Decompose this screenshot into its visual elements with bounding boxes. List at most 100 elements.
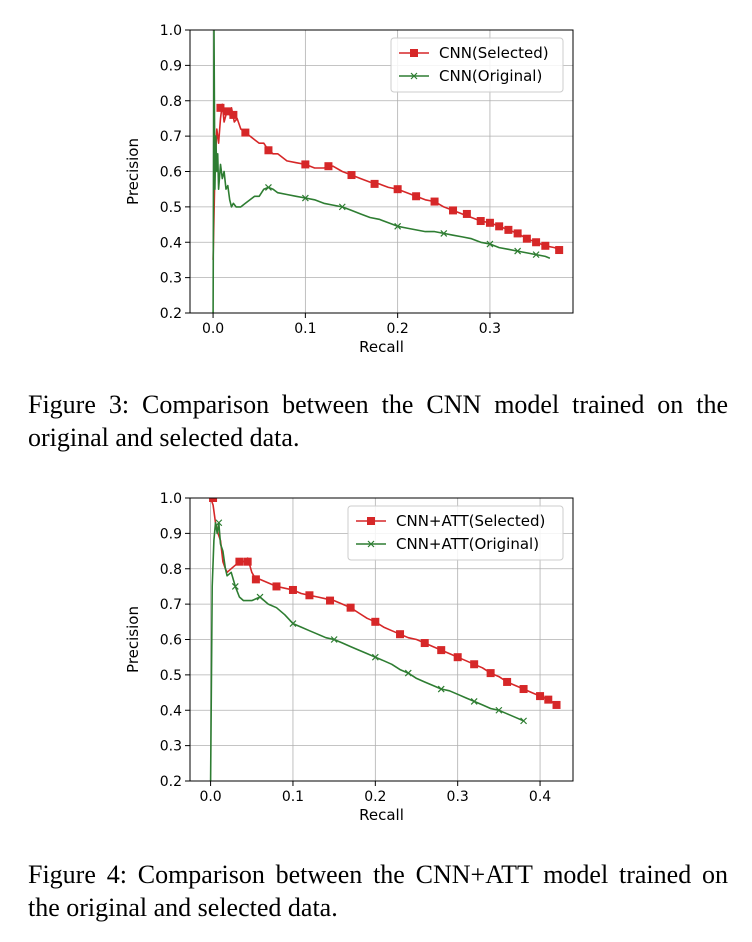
- chart2-series-0-line: [209, 498, 557, 706]
- chart1-series-0-marker-16: [495, 222, 504, 231]
- chart2-series-0-marker-12: [437, 646, 446, 655]
- chart2-ylabel: Precision: [124, 606, 142, 673]
- chart1-series-0-marker-21: [541, 241, 550, 250]
- chart1-ytick-label-0: 0.2: [160, 306, 182, 322]
- figure-3-svg: 0.0 0.1 0.2 0.3 0.2 0.3 0.4 0.5 0.6 0.7 0.8 0.9 1.0 R…: [124, 23, 574, 356]
- chart1-series-1-marker-4: [440, 229, 448, 237]
- chart2-legend-label-0: CNN+ATT(Selected): [396, 512, 545, 530]
- figure-4-caption: Figure 4: Comparison between the CNN+ATT…: [28, 860, 728, 922]
- chart1-ytick-label-4: 0.6: [160, 165, 182, 181]
- chart2-series-0-marker-3: [251, 575, 260, 584]
- chart2-series-1-marker-1: [231, 583, 239, 590]
- chart2-series-0-marker-4: [272, 582, 281, 591]
- chart2-series-0-marker-15: [486, 669, 495, 678]
- chart2-series-0-marker-20: [552, 700, 561, 709]
- chart1-series-0-marker-8: [370, 179, 379, 188]
- chart1-legend: CNN(Selected) CNN(Original): [390, 37, 564, 93]
- chart1-series-0-marker-13: [462, 209, 471, 218]
- chart2-series-0-marker-7: [326, 596, 335, 605]
- chart1-series-0-marker-17: [504, 225, 513, 234]
- chart1-series-0-marker-1: [222, 107, 231, 116]
- chart2-series-1-marker-2: [256, 593, 264, 601]
- chart2-legend-box: [347, 505, 564, 561]
- chart1-series-0-marker-6: [324, 162, 333, 171]
- chart1-series-0-marker-0: [216, 103, 225, 112]
- chart1-series-0: [212, 103, 564, 260]
- chart2-series-0-marker-5: [288, 585, 297, 594]
- chart1-ytick-label-1: 0.3: [160, 271, 182, 287]
- chart2-xtick-label-1: 0.1: [282, 789, 304, 805]
- chart2-legend-marker-1: [367, 540, 375, 548]
- chart2-xtick-label-3: 0.3: [447, 789, 469, 805]
- chart2-series-1-marker-5: [371, 653, 379, 661]
- chart1-ytick-label-3: 0.5: [160, 200, 182, 216]
- chart1-series-0-marker-15: [485, 218, 494, 227]
- chart1-series-0-marker-2: [229, 110, 238, 119]
- chart2-ytick-label-8: 1.0: [160, 491, 182, 507]
- chart1-series-0-marker-9: [393, 185, 402, 194]
- chart2-series-1-marker-3: [289, 620, 297, 628]
- chart2-series-0-marker-19: [544, 695, 553, 704]
- chart1-series-1-marker-5: [486, 240, 494, 248]
- chart2-series-0-marker-1: [235, 557, 244, 566]
- chart1-xtick-label-2: 0.2: [387, 321, 409, 337]
- chart2-series-1-marker-6: [404, 669, 412, 677]
- chart1-xtick-label-1: 0.1: [294, 321, 316, 337]
- chart2-xtick-label-4: 0.4: [529, 789, 551, 805]
- chart1-series-0-marker-11: [430, 197, 439, 206]
- chart2-ytick-label-3: 0.5: [160, 668, 182, 684]
- chart2-ytick-label-0: 0.2: [160, 774, 182, 790]
- chart1-ytick-label-5: 0.7: [160, 129, 182, 145]
- chart1-xtick-label-3: 0.3: [479, 321, 501, 337]
- chart1-series-1: [212, 30, 551, 313]
- chart2-series-0-marker-16: [503, 677, 512, 686]
- chart1-series-0-marker-12: [449, 206, 458, 215]
- chart2-ytick-label-2: 0.4: [160, 703, 182, 719]
- chart1-ytick-label-2: 0.4: [160, 235, 182, 251]
- chart2-series-0-marker-14: [470, 660, 479, 669]
- chart2-series-0-marker-8: [346, 603, 355, 612]
- chart2-series-1-marker-7: [437, 685, 445, 693]
- chart1-series-1-marker-3: [394, 222, 402, 230]
- chart2-xlabel: Recall: [359, 806, 404, 824]
- chart2-legend-label-1: CNN+ATT(Original): [396, 535, 539, 553]
- chart1-legend-marker-0: [410, 49, 418, 57]
- chart1-series-0-marker-10: [412, 192, 421, 201]
- chart1-series-1-marker-1: [301, 194, 309, 202]
- chart2-series-0-marker-0: [209, 498, 218, 502]
- chart2-series-1-marker-0: [215, 519, 223, 527]
- chart1-ytick-label-8: 1.0: [160, 23, 182, 39]
- chart2-series-0-marker-9: [371, 617, 380, 626]
- chart2-series-0-marker-17: [519, 685, 528, 694]
- chart1-series-0-marker-3: [241, 128, 250, 137]
- chart2-series-0-marker-11: [420, 639, 429, 648]
- chart1-legend-marker-1: [410, 72, 418, 80]
- chart2-ytick-label-5: 0.7: [160, 597, 182, 613]
- chart2-series-0-marker-6: [305, 591, 314, 600]
- chart2-legend-marker-0: [367, 517, 375, 525]
- chart2-series-0-marker-13: [453, 653, 462, 662]
- chart2-ytick-label-7: 0.9: [160, 526, 182, 542]
- figure-3-chart: 0.0 0.1 0.2 0.3 0.2 0.3 0.4 0.5 0.6 0.7 0.8 0.9 1.0 R…: [0, 0, 752, 370]
- chart2-series-1-line: [209, 521, 524, 781]
- chart2-xtick-label-2: 0.2: [364, 789, 386, 805]
- chart1-series-0-marker-19: [522, 234, 531, 243]
- chart1-legend-box: [390, 37, 564, 93]
- chart2-ytick-label-4: 0.6: [160, 633, 182, 649]
- chart2-series-0-marker-2: [243, 557, 252, 566]
- chart2-ytick-label-6: 0.8: [160, 562, 182, 578]
- chart1-series-0-marker-18: [513, 229, 522, 238]
- chart2-series-0-marker-18: [536, 692, 545, 701]
- chart2-ytick-label-1: 0.3: [160, 739, 182, 755]
- chart1-legend-label-0: CNN(Selected): [439, 44, 549, 62]
- chart2-series-1-marker-8: [470, 697, 478, 705]
- chart1-series-1-marker-0: [265, 183, 272, 191]
- chart1-ytick-label-7: 0.9: [160, 58, 182, 74]
- chart2-series-0: [209, 498, 561, 709]
- chart2-series-0-marker-10: [396, 630, 405, 639]
- figure-3-caption: Figure 3: Comparison between the CNN mod…: [28, 390, 728, 452]
- chart1-series-1-marker-2: [338, 203, 346, 211]
- chart1-xlabel: Recall: [359, 338, 404, 356]
- chart2-series-1-marker-9: [495, 706, 503, 714]
- chart1-series-0-marker-5: [301, 160, 310, 169]
